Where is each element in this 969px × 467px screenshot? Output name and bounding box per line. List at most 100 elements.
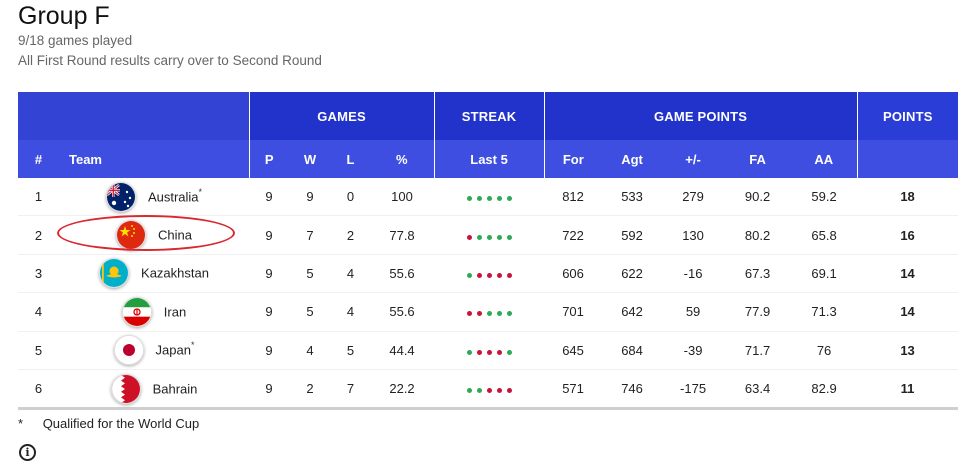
loss-dot [506,388,512,394]
streak-dots [466,196,512,202]
table-row[interactable]: 1 Australia* 9 9 0 100 812 533 279 90.2 59.2 18 [18,178,959,217]
aa-cell: 82.9 [791,369,858,411]
streak-cell [434,369,545,411]
col-pos[interactable]: # [18,140,59,178]
losses-cell: 4 [331,292,370,332]
loss-dot [506,272,512,278]
streak-cell [434,215,545,255]
col-against[interactable]: Agt [602,140,663,178]
pct-cell: 77.8 [370,215,435,255]
table-row[interactable]: 2 China 9 7 2 77.8 722 592 130 80.2 65.8 16 [18,215,959,255]
team-cell[interactable]: Australia* [59,178,249,217]
team-cell[interactable]: Kazakhstan [59,254,249,294]
position-cell: 6 [18,369,59,411]
col-last5[interactable]: Last 5 [433,140,545,178]
win-dot [486,234,492,240]
points-header: POINTS [856,92,959,140]
pct-cell: 55.6 [370,292,435,332]
win-dot [466,272,472,278]
diff-cell: 130 [662,215,725,255]
footnote-text: Qualified for the World Cup [42,416,200,431]
team-name[interactable]: Japan [155,342,191,358]
loss-dot [466,311,472,317]
team-name[interactable]: Bahrain [152,381,198,397]
col-for[interactable]: For [543,140,603,178]
wins-cell: 4 [289,331,331,370]
qualified-mark: * [190,340,195,351]
win-dot [486,311,492,317]
col-losses[interactable]: L [331,140,370,178]
for-cell: 722 [544,215,603,255]
win-dot [506,311,512,317]
iran-flag-icon [121,296,152,327]
streak-cell [434,254,545,294]
team-cell[interactable]: Iran [59,292,249,332]
team-name[interactable]: Iran [163,304,187,320]
fa-cell: 67.3 [724,254,792,294]
losses-cell: 2 [331,215,370,255]
col-wins[interactable]: W [289,140,331,178]
played-cell: 9 [249,178,289,217]
wins-cell: 5 [289,292,331,332]
loss-dot [476,272,482,278]
japan-flag-icon [113,335,144,366]
col-fa[interactable]: FA [724,140,792,178]
standings-table: GAMES STREAK GAME POINTS POINTS # Team P… [18,92,959,411]
fa-cell: 71.7 [724,331,792,370]
col-played[interactable]: P [248,140,289,178]
team-name[interactable]: Kazakhstan [141,265,209,281]
footnote-symbol: * [18,416,24,431]
kazakhstan-flag-icon [99,258,130,289]
loss-dot [486,349,492,355]
col-points [856,140,959,178]
losses-cell: 0 [331,178,370,217]
fa-cell: 63.4 [724,369,792,411]
streak-cell [434,331,545,370]
team-cell[interactable]: China [59,215,249,255]
info-icon[interactable]: i [19,444,36,461]
col-team[interactable]: Team [59,140,249,178]
games-played-text: 9/18 games played [18,33,133,48]
aa-cell: 76 [791,331,858,370]
team-name[interactable]: Australia [147,189,199,205]
played-cell: 9 [249,292,289,332]
table-row[interactable]: 6 Bahrain 9 2 7 22.2 571 746 -175 63.4 82.9 11 [18,369,959,411]
aa-cell: 65.8 [791,215,858,255]
against-cell: 533 [602,178,663,217]
header-group-row: GAMES STREAK GAME POINTS POINTS [18,92,959,140]
wins-cell: 5 [289,254,331,294]
col-aa[interactable]: AA [791,140,858,178]
col-diff[interactable]: +/- [662,140,725,178]
loss-dot [476,311,482,317]
diff-cell: -16 [662,254,725,294]
wins-cell: 7 [289,215,331,255]
team-cell[interactable]: Japan* [59,331,249,370]
team-name[interactable]: China [158,227,192,243]
against-cell: 746 [602,369,663,411]
streak-dots [466,349,512,355]
streak-dots [466,234,512,240]
table-row[interactable]: 5 Japan* 9 4 5 44.4 645 684 -39 71.7 76 13 [18,331,959,370]
game-points-header: GAME POINTS [543,92,858,140]
diff-cell: 279 [662,178,725,217]
win-dot [496,311,502,317]
china-flag-icon [116,220,147,251]
team-cell[interactable]: Bahrain [59,369,249,411]
against-cell: 622 [602,254,663,294]
footnote: * Qualified for the World Cup [18,416,199,431]
played-cell: 9 [249,369,289,411]
diff-cell: -39 [662,331,725,370]
col-pct[interactable]: % [370,140,435,178]
games-header: GAMES [248,92,435,140]
for-cell: 571 [544,369,603,411]
against-cell: 684 [602,331,663,370]
losses-cell: 4 [331,254,370,294]
win-dot [466,196,472,202]
against-cell: 592 [602,215,663,255]
standings-body: 1 Australia* 9 9 0 100 812 533 279 90.2 59.2 18 2 Chi… [18,178,959,411]
pct-cell: 22.2 [370,369,435,411]
position-cell: 5 [18,331,59,370]
table-row[interactable]: 4 Iran 9 5 4 55.6 701 642 59 77.9 71.3 14 [18,292,959,332]
table-row[interactable]: 3 Kazakhstan 9 5 4 55.6 606 622 -16 67.3 69.1 14 [18,254,959,294]
points-cell: 16 [857,215,959,255]
